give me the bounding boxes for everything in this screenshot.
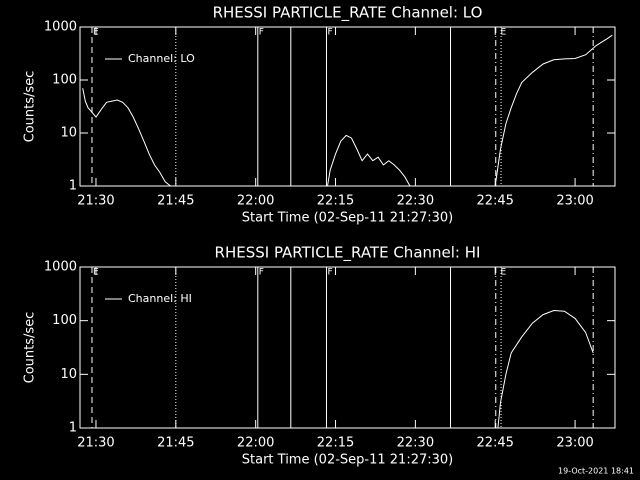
legend-label: Channel: LO xyxy=(128,52,195,65)
y-tick-label: 10 xyxy=(60,367,77,382)
x-tick-label: 22:00 xyxy=(237,436,274,451)
flag-label: F xyxy=(259,28,264,38)
x-tick-label: 23:00 xyxy=(556,194,593,209)
legend-label: Channel: HI xyxy=(128,292,192,305)
y-tick-label: 1 xyxy=(69,421,77,436)
y-axis-label: Counts/sec xyxy=(23,71,38,143)
plot-frame xyxy=(79,266,616,429)
x-axis-label: Start Time (02-Sep-11 21:27:30) xyxy=(242,453,453,468)
x-tick-label: 21:45 xyxy=(157,436,194,451)
y-tick-label: 1 xyxy=(69,179,77,194)
x-tick-label: 21:30 xyxy=(77,194,114,209)
y-tick-label: 10 xyxy=(60,126,77,141)
x-tick-label: 22:15 xyxy=(317,436,354,451)
flag-label: E xyxy=(500,268,506,278)
data-line xyxy=(82,34,613,187)
y-tick-label: 100 xyxy=(52,73,77,88)
chart-title: RHESSI PARTICLE_RATE Channel: HI xyxy=(215,244,481,263)
x-axis-label: Start Time (02-Sep-11 21:27:30) xyxy=(242,211,453,226)
y-tick-label: 1000 xyxy=(44,260,77,275)
footer: 19-Oct-2021 18:41 xyxy=(558,467,634,476)
plot-frame xyxy=(79,26,616,187)
x-tick-label: 22:15 xyxy=(317,194,354,209)
flag-label: F xyxy=(327,268,332,278)
flag-label: E xyxy=(500,28,506,38)
y-tick-label: 1000 xyxy=(44,20,77,35)
x-tick-label: 22:30 xyxy=(397,194,434,209)
flag-label: F xyxy=(259,268,264,278)
x-tick-label: 21:30 xyxy=(77,436,114,451)
x-tick-label: 23:00 xyxy=(556,436,593,451)
x-tick-label: 22:00 xyxy=(237,194,274,209)
x-tick-label: 22:45 xyxy=(476,436,513,451)
flag-label: E xyxy=(93,268,99,278)
x-tick-label: 22:30 xyxy=(397,436,434,451)
x-tick-label: 21:45 xyxy=(157,194,194,209)
x-tick-label: 22:45 xyxy=(476,194,513,209)
data-line xyxy=(497,309,594,429)
flag-label: F xyxy=(327,28,332,38)
y-axis-label: Counts/sec xyxy=(23,312,38,384)
y-tick-label: 100 xyxy=(52,313,77,328)
flag-label: E xyxy=(93,28,99,38)
chart-title: RHESSI PARTICLE_RATE Channel: LO xyxy=(213,4,483,23)
